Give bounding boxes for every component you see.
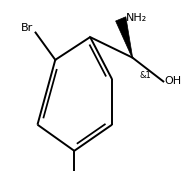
Polygon shape [116, 17, 133, 58]
Text: &1: &1 [139, 71, 151, 80]
Text: NH₂: NH₂ [126, 13, 147, 23]
Text: Br: Br [21, 23, 33, 33]
Text: OH: OH [164, 76, 181, 87]
